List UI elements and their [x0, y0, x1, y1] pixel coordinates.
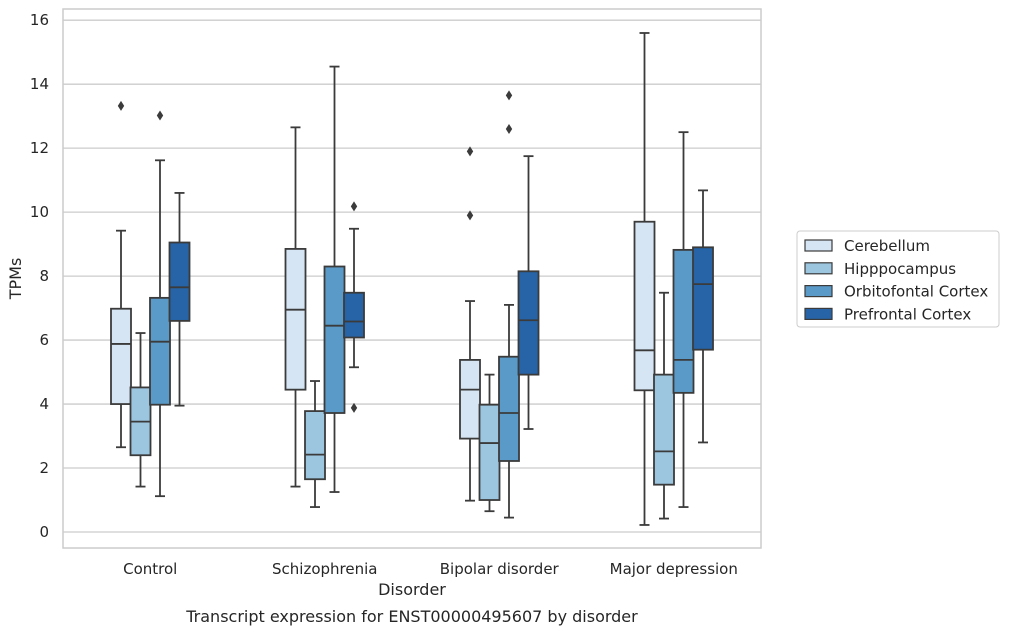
box-orbitofontal-cortex-control — [149, 110, 171, 498]
box-prefrontal-cortex-control — [168, 192, 191, 407]
outlier-point — [156, 110, 164, 121]
box-cerebellum-bipolar-disorder — [459, 146, 481, 502]
outlier-point — [466, 210, 474, 221]
box-cerebellum-major-depression — [633, 32, 656, 526]
plot-frame — [62, 8, 762, 549]
box-body — [323, 265, 346, 414]
outlier-point — [350, 201, 358, 212]
box-prefrontal-cortex-bipolar-disorder — [517, 155, 540, 430]
box-hipppocampus-bipolar-disorder — [478, 373, 501, 513]
outlier-point — [350, 402, 358, 413]
y-axis-label: TPMs — [6, 258, 25, 301]
box-body — [149, 296, 171, 406]
x-tick-label: Schizophrenia — [272, 560, 377, 578]
box-hipppocampus-schizophrenia — [304, 380, 326, 508]
x-tick-label: Bipolar disorder — [440, 560, 560, 578]
box-body — [304, 410, 326, 481]
y-tick-labels: 0 2 4 6 8 10 12 14 16 — [30, 11, 49, 541]
outlier-point — [505, 123, 513, 134]
boxes-layer — [110, 32, 714, 526]
box-hipppocampus-control — [129, 332, 152, 488]
box-cerebellum-control — [110, 100, 132, 449]
box-orbitofontal-cortex-major-depression — [672, 131, 695, 508]
box-cerebellum-schizophrenia — [284, 126, 307, 488]
legend-items: Cerebellum Hipppocampus Orbitofontal Corte… — [804, 237, 988, 323]
legend: Cerebellum Hipppocampus Orbitofontal Corte… — [796, 230, 1000, 328]
y-tick-label: 8 — [39, 267, 49, 285]
y-tick-label: 6 — [39, 331, 49, 349]
box-body — [284, 248, 307, 391]
legend-label: Hipppocampus — [844, 260, 956, 278]
legend-item-hipppocampus: Hipppocampus — [804, 260, 956, 278]
y-tick-label: 4 — [39, 395, 49, 413]
legend-swatch — [804, 262, 833, 275]
outlier-point — [466, 146, 474, 157]
x-tick-label: Major depression — [610, 560, 738, 578]
x-axis-label: Disorder — [378, 580, 446, 599]
y-tick-label: 10 — [30, 203, 49, 221]
legend-swatch — [804, 285, 833, 298]
legend-item-orbitofontal-cortex: Orbitofontal Cortex — [804, 283, 988, 301]
box-body — [517, 270, 540, 376]
x-tick-label: Control — [123, 560, 177, 578]
box-orbitofontal-cortex-bipolar-disorder — [498, 90, 520, 519]
box-body — [692, 246, 714, 351]
box-prefrontal-cortex-schizophrenia — [343, 201, 365, 413]
y-tick-label: 0 — [39, 523, 49, 541]
outlier-point — [505, 90, 513, 101]
y-tick-label: 16 — [30, 11, 49, 29]
outlier-point — [117, 100, 125, 111]
box-body — [343, 291, 365, 339]
box-body — [459, 359, 481, 440]
legend-item-prefrontal-cortex: Prefrontal Cortex — [804, 305, 971, 323]
legend-label: Cerebellum — [844, 237, 930, 255]
box-body — [168, 241, 191, 322]
y-tick-label: 2 — [39, 459, 49, 477]
legend-label: Orbitofontal Cortex — [844, 283, 988, 301]
box-body — [498, 355, 520, 462]
chart-caption: Transcript expression for ENST0000049560… — [185, 607, 638, 626]
box-body — [672, 248, 695, 394]
legend-swatch — [804, 307, 833, 320]
box-body — [633, 220, 656, 392]
legend-item-cerebellum: Cerebellum — [804, 237, 930, 255]
box-orbitofontal-cortex-schizophrenia — [323, 65, 346, 493]
box-hipppocampus-major-depression — [653, 291, 675, 520]
box-body — [653, 373, 675, 486]
y-tick-label: 14 — [30, 75, 49, 93]
legend-frame — [796, 230, 1000, 328]
legend-label: Prefrontal Cortex — [844, 305, 971, 323]
y-tick-label: 12 — [30, 139, 49, 157]
box-body — [110, 307, 132, 405]
box-prefrontal-cortex-major-depression — [692, 189, 714, 444]
legend-swatch — [804, 239, 833, 252]
box-body — [478, 403, 501, 501]
x-tick-labels: Control Schizophrenia Bipolar disorder Majo… — [123, 560, 738, 578]
